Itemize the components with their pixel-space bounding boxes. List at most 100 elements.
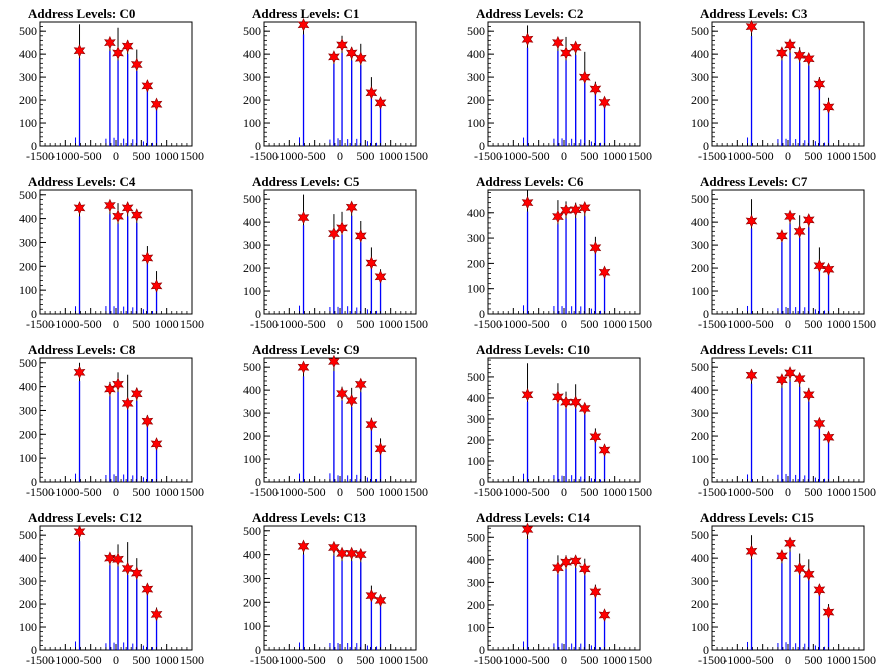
y-tick-label: 300 [467, 412, 485, 426]
marker-4 [130, 208, 143, 222]
y-tick-label: 400 [243, 215, 261, 229]
marker-5 [141, 79, 154, 93]
marker-6 [150, 607, 163, 622]
x-tick-label: -1000 [723, 653, 751, 667]
x-tick-label: -1500 [474, 653, 502, 667]
x-tick-label: 1500 [404, 149, 428, 163]
marker-4 [578, 562, 591, 576]
y-tick-label: 500 [243, 360, 261, 374]
y-tick-label: 0 [255, 307, 261, 321]
x-tick-label: -1500 [250, 653, 278, 667]
y-tick-label: 500 [19, 188, 37, 202]
marker-1 [552, 560, 564, 575]
chart-panel-c0: Address Levels: C00100200300400500-1500-… [19, 6, 204, 163]
plot-frame [263, 21, 417, 147]
x-tick-label: 500 [804, 149, 822, 163]
plot-frame [711, 21, 865, 147]
marker-1 [552, 35, 564, 50]
x-tick-label: -1500 [474, 149, 502, 163]
marker-4 [354, 229, 367, 243]
marker-6 [598, 95, 611, 110]
y-tick-label: 300 [691, 406, 709, 420]
chart-panel-c7: Address Levels: C70100200300400500-1500-… [691, 174, 876, 331]
panel-title: Address Levels: C2 [476, 6, 583, 21]
chart-panel-c11: Address Levels: C11 0 100 200 300 400 500 -1500… [691, 342, 876, 499]
y-tick-label: 500 [467, 24, 485, 38]
y-tick-label: 200 [243, 429, 261, 443]
y-tick-label: 500 [467, 370, 485, 384]
marker-1 [328, 540, 340, 555]
x-tick-label: -1500 [474, 317, 502, 331]
chart-panel-c3: Address Levels: C30100200300400500-1500-… [691, 6, 876, 163]
x-tick-label: 0 [337, 485, 343, 499]
y-tick-label: 100 [691, 284, 709, 298]
marker-5 [365, 85, 378, 100]
panel-title: Address Levels: C0 [28, 6, 135, 21]
panel-title: Address Levels: C14 [476, 510, 590, 525]
chart-panel-c9: Address Levels: C90100200300400500-1500-… [243, 342, 428, 499]
x-tick-label: 0 [113, 485, 119, 499]
y-tick-label: 0 [255, 475, 261, 489]
marker-6 [150, 279, 163, 293]
marker-1 [552, 390, 564, 404]
marker-1 [552, 209, 564, 224]
y-tick-label: 0 [479, 475, 485, 489]
marker-4 [802, 51, 815, 66]
y-tick-label: 300 [243, 571, 261, 585]
x-tick-label: -1000 [499, 653, 527, 667]
marker-2 [784, 536, 796, 550]
marker-3 [121, 561, 134, 576]
marker-5 [589, 82, 602, 96]
y-tick-label: 0 [703, 643, 709, 657]
marker-6 [822, 100, 835, 114]
marker-0 [73, 524, 86, 539]
x-tick-label: -1000 [51, 149, 79, 163]
x-tick-label: -1000 [51, 485, 79, 499]
marker-1 [776, 549, 788, 563]
chart-panel-c8: Address Levels: C80100200300400500-1500-… [19, 342, 204, 499]
y-tick-label: 500 [19, 528, 37, 542]
x-tick-label: -1000 [723, 317, 751, 331]
x-tick-label: 0 [113, 317, 119, 331]
marker-1 [104, 551, 116, 565]
x-tick-label: -1000 [275, 653, 303, 667]
x-tick-label: 1500 [852, 485, 876, 499]
marker-5 [813, 259, 826, 273]
x-tick-label: 500 [580, 653, 598, 667]
x-tick-label: 500 [356, 149, 374, 163]
marker-2 [112, 377, 124, 391]
plot-frame [39, 21, 193, 147]
marker-0 [73, 365, 86, 380]
marker-6 [822, 262, 835, 276]
x-tick-label: -1000 [723, 485, 751, 499]
marker-3 [793, 561, 806, 576]
marker-2 [560, 46, 572, 60]
marker-6 [822, 430, 835, 444]
marker-6 [150, 97, 163, 111]
marker-2 [336, 38, 348, 52]
marker-0 [745, 214, 758, 228]
y-tick-label: 200 [691, 429, 709, 443]
x-tick-label: 500 [804, 317, 822, 331]
y-tick-label: 400 [243, 47, 261, 61]
y-tick-label: 400 [691, 215, 709, 229]
chart-panel-c15: Address Levels: C15 0 100 200 300 400 500 -1500… [691, 510, 876, 667]
x-tick-label: -1000 [51, 653, 79, 667]
x-tick-label: 0 [785, 317, 791, 331]
marker-4 [130, 566, 143, 580]
y-tick-label: 200 [691, 261, 709, 275]
x-tick-label: -500 [304, 149, 326, 163]
x-tick-label: 1500 [180, 653, 204, 667]
y-tick-label: 200 [243, 595, 261, 609]
panel-title: Address Levels: C4 [28, 174, 136, 189]
panel-title: Address Levels: C9 [252, 342, 360, 357]
y-tick-label: 400 [19, 47, 37, 61]
x-tick-label: 1000 [379, 653, 403, 667]
x-tick-label: 1500 [180, 149, 204, 163]
marker-6 [374, 593, 387, 608]
marker-2 [336, 386, 348, 401]
y-tick-label: 100 [243, 284, 261, 298]
y-tick-label: 100 [467, 620, 485, 634]
x-tick-label: 500 [356, 317, 374, 331]
y-tick-label: 500 [691, 24, 709, 38]
